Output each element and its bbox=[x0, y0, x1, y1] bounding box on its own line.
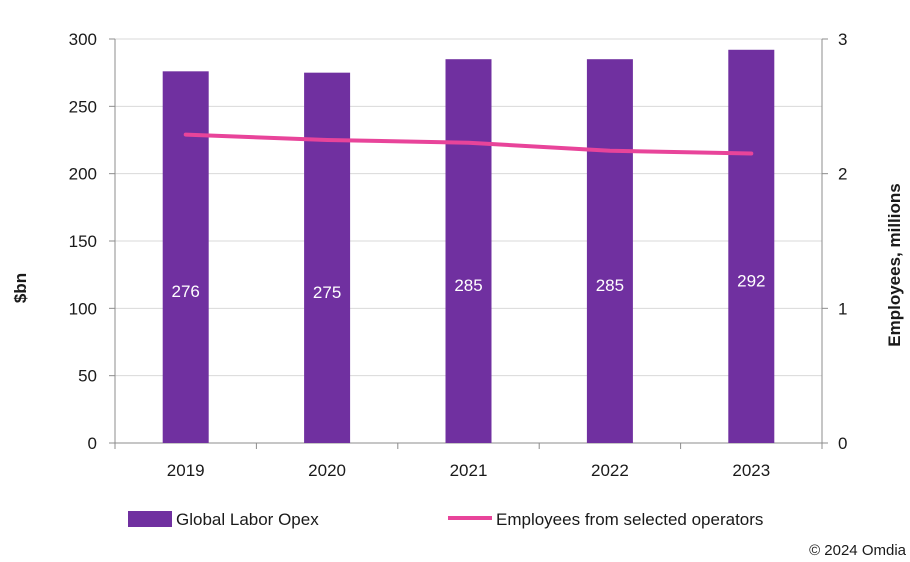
bar-data-label: 285 bbox=[596, 276, 624, 295]
bar bbox=[728, 49, 775, 443]
copyright-note: © 2024 Omdia bbox=[809, 542, 907, 559]
legend-bar-label: Global Labor Opex bbox=[176, 510, 319, 529]
bar-data-label: 276 bbox=[172, 282, 200, 301]
x-tick-label: 2023 bbox=[732, 461, 770, 480]
bar-data-label: 285 bbox=[454, 276, 482, 295]
y-right-tick-label: 1 bbox=[838, 299, 847, 318]
axes: 0 50 100 150 200 250 300 0 1 2 3 2019 2020 2021 2022 20… bbox=[69, 30, 848, 480]
y-right-tick-label: 0 bbox=[838, 434, 847, 453]
employees-series-line bbox=[183, 132, 754, 156]
bar bbox=[445, 59, 492, 443]
y-axis-left-title: $bn bbox=[11, 273, 30, 303]
legend: Global Labor Opex Employees from selecte… bbox=[128, 510, 763, 529]
y-left-tick-label: 250 bbox=[69, 97, 97, 116]
y-left-tick-label: 200 bbox=[69, 165, 97, 184]
bar bbox=[162, 71, 209, 443]
y-left-tick-label: 0 bbox=[88, 434, 97, 453]
y-left-tick-label: 100 bbox=[69, 299, 97, 318]
y-left-tick-label: 300 bbox=[69, 30, 97, 49]
y-axis-right-title: Employees, millions bbox=[885, 183, 904, 346]
bar bbox=[586, 59, 633, 443]
bars bbox=[162, 49, 775, 444]
x-tick-label: 2022 bbox=[591, 461, 629, 480]
x-tick-label: 2020 bbox=[308, 461, 346, 480]
x-tick-label: 2021 bbox=[450, 461, 488, 480]
bar-data-label: 275 bbox=[313, 283, 341, 302]
bar bbox=[304, 72, 351, 444]
y-right-tick-label: 3 bbox=[838, 30, 847, 49]
bar-data-label: 292 bbox=[737, 271, 765, 290]
y-left-tick-label: 150 bbox=[69, 232, 97, 251]
bar-data-labels: 276 275 285 285 292 bbox=[172, 271, 766, 301]
x-tick-label: 2019 bbox=[167, 461, 205, 480]
y-right-tick-label: 2 bbox=[838, 165, 847, 184]
y-left-tick-label: 50 bbox=[78, 367, 97, 386]
employee-line bbox=[183, 132, 754, 156]
legend-line-label: Employees from selected operators bbox=[496, 510, 763, 529]
legend-bar-swatch bbox=[128, 511, 172, 527]
